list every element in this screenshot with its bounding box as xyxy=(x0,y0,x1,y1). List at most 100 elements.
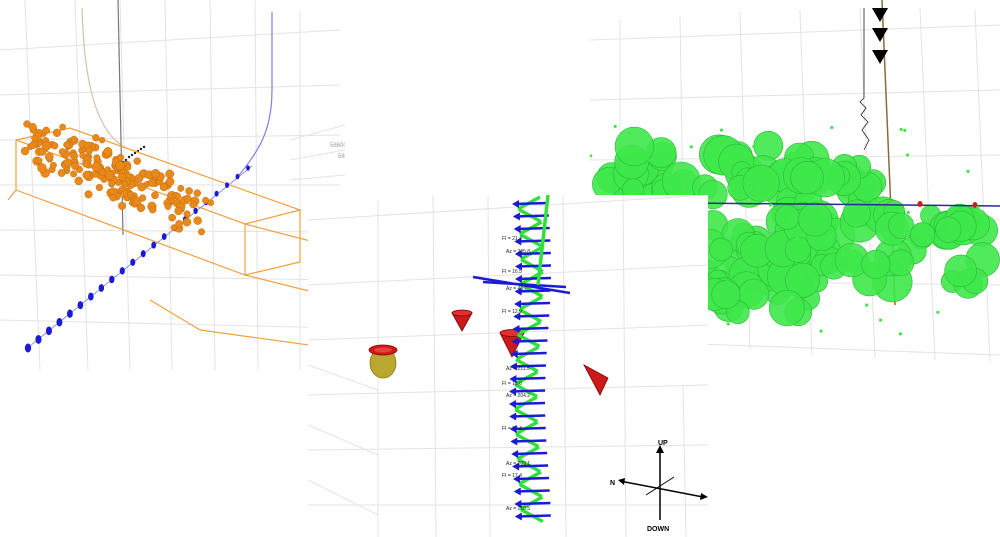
event-dot xyxy=(628,131,632,135)
event-point xyxy=(159,182,169,192)
orientation-arrows xyxy=(472,195,571,524)
blue-arrow-head xyxy=(514,500,522,508)
event-dot xyxy=(905,289,909,293)
event-dot xyxy=(803,253,807,257)
event-point xyxy=(84,190,93,199)
event-point xyxy=(151,168,161,178)
event-dot xyxy=(936,310,940,314)
event-dot xyxy=(799,287,803,291)
event-dot xyxy=(865,303,869,307)
event-point xyxy=(35,157,43,165)
coord-label-2: 587000 xyxy=(338,154,345,160)
middle-3d-canvas: FI = 21.4 Az = 205.8 FI = 16.5 Az = 46.7 FI … xyxy=(308,195,708,537)
event-point xyxy=(132,197,142,206)
cloud-blob xyxy=(711,280,741,310)
stage-marker xyxy=(109,275,115,284)
blue-arrow-head xyxy=(514,275,522,283)
blue-arrow xyxy=(511,376,546,381)
event-point xyxy=(57,169,66,177)
blue-arrow xyxy=(513,339,548,343)
well-label: FI = 12.4 xyxy=(502,426,522,432)
cloud-blob xyxy=(798,202,833,237)
treatment-well-path xyxy=(81,7,126,149)
blue-arrow-head xyxy=(509,400,517,408)
well-label: Az = 203.1 xyxy=(506,461,530,467)
blue-arrow-head xyxy=(513,225,521,233)
stage-marker xyxy=(88,292,94,301)
stage-marker xyxy=(140,250,146,258)
blue-arrow xyxy=(512,439,547,443)
event-point xyxy=(50,161,57,169)
event-dot xyxy=(631,147,635,151)
well-label: FI = 12.9 xyxy=(502,309,522,315)
event-dot xyxy=(906,210,910,214)
event-point xyxy=(185,187,193,195)
event-point xyxy=(28,122,37,132)
event-point xyxy=(151,191,159,200)
blue-arrow xyxy=(513,201,549,206)
event-dot xyxy=(819,329,823,333)
event-point xyxy=(37,163,47,173)
orientation-labels: FI = 21.4 Az = 205.8 FI = 16.5 Az = 46.7 FI … xyxy=(502,236,530,512)
event-point xyxy=(197,228,205,236)
event-point xyxy=(189,200,197,209)
event-point xyxy=(98,136,106,144)
blue-arrow-head xyxy=(509,375,517,383)
stage-marker xyxy=(35,335,42,344)
cloud-blob xyxy=(784,236,811,263)
event-dot xyxy=(613,124,617,128)
event-dot xyxy=(898,241,902,245)
well-label: FI = 17.4 xyxy=(502,473,522,479)
event-point xyxy=(170,224,178,231)
event-point xyxy=(127,191,135,198)
event-point xyxy=(29,141,37,150)
event-point xyxy=(52,128,62,137)
event-dot xyxy=(790,186,794,190)
compass: UP DOWN N xyxy=(610,440,708,533)
blue-arrow xyxy=(516,276,551,281)
event-point xyxy=(124,163,132,171)
event-point xyxy=(74,176,83,186)
event-point xyxy=(51,142,59,150)
stage-marker xyxy=(56,318,63,327)
event-dot xyxy=(905,153,910,157)
event-point xyxy=(45,152,54,162)
event-dot xyxy=(768,203,773,207)
blue-arrow-head xyxy=(509,412,517,421)
blue-arrow-head xyxy=(512,200,519,208)
cloud-blob xyxy=(768,290,806,327)
event-point xyxy=(59,123,66,131)
blue-arrow-head xyxy=(509,362,517,371)
blue-arrow-head xyxy=(514,262,522,271)
event-point xyxy=(41,141,52,151)
acorn-marker xyxy=(368,344,398,379)
middle-3d-view[interactable]: FI = 21.4 Az = 205.8 FI = 16.5 Az = 46.7 FI … xyxy=(308,195,708,537)
event-point xyxy=(147,178,157,187)
well-label: Az = 211.5 xyxy=(506,366,530,372)
event-dot xyxy=(752,145,756,149)
stage-marker xyxy=(45,326,52,336)
cloud-blob xyxy=(742,164,780,202)
event-dot xyxy=(791,301,795,305)
stage-marker xyxy=(151,241,157,249)
event-point xyxy=(118,201,127,210)
event-point xyxy=(165,177,175,186)
blue-arrow-head xyxy=(512,325,520,333)
event-dot xyxy=(777,169,781,173)
blue-arrow-head xyxy=(510,350,518,358)
stage-marker xyxy=(225,182,230,189)
event-point xyxy=(164,203,172,210)
blue-arrow xyxy=(515,314,550,318)
blue-arrow-head xyxy=(514,512,522,521)
blue-arrow xyxy=(482,280,567,289)
left-3d-canvas: 586000 587000 587200 xyxy=(0,0,345,371)
event-point xyxy=(104,170,115,180)
event-dot xyxy=(726,322,730,326)
event-point xyxy=(120,189,129,198)
event-dot xyxy=(725,280,729,284)
event-point xyxy=(93,154,101,162)
event-point xyxy=(118,172,127,182)
event-dot xyxy=(976,205,980,209)
left-3d-view[interactable]: 586000 587000 587200 xyxy=(0,0,345,372)
stage-marker xyxy=(66,309,73,318)
